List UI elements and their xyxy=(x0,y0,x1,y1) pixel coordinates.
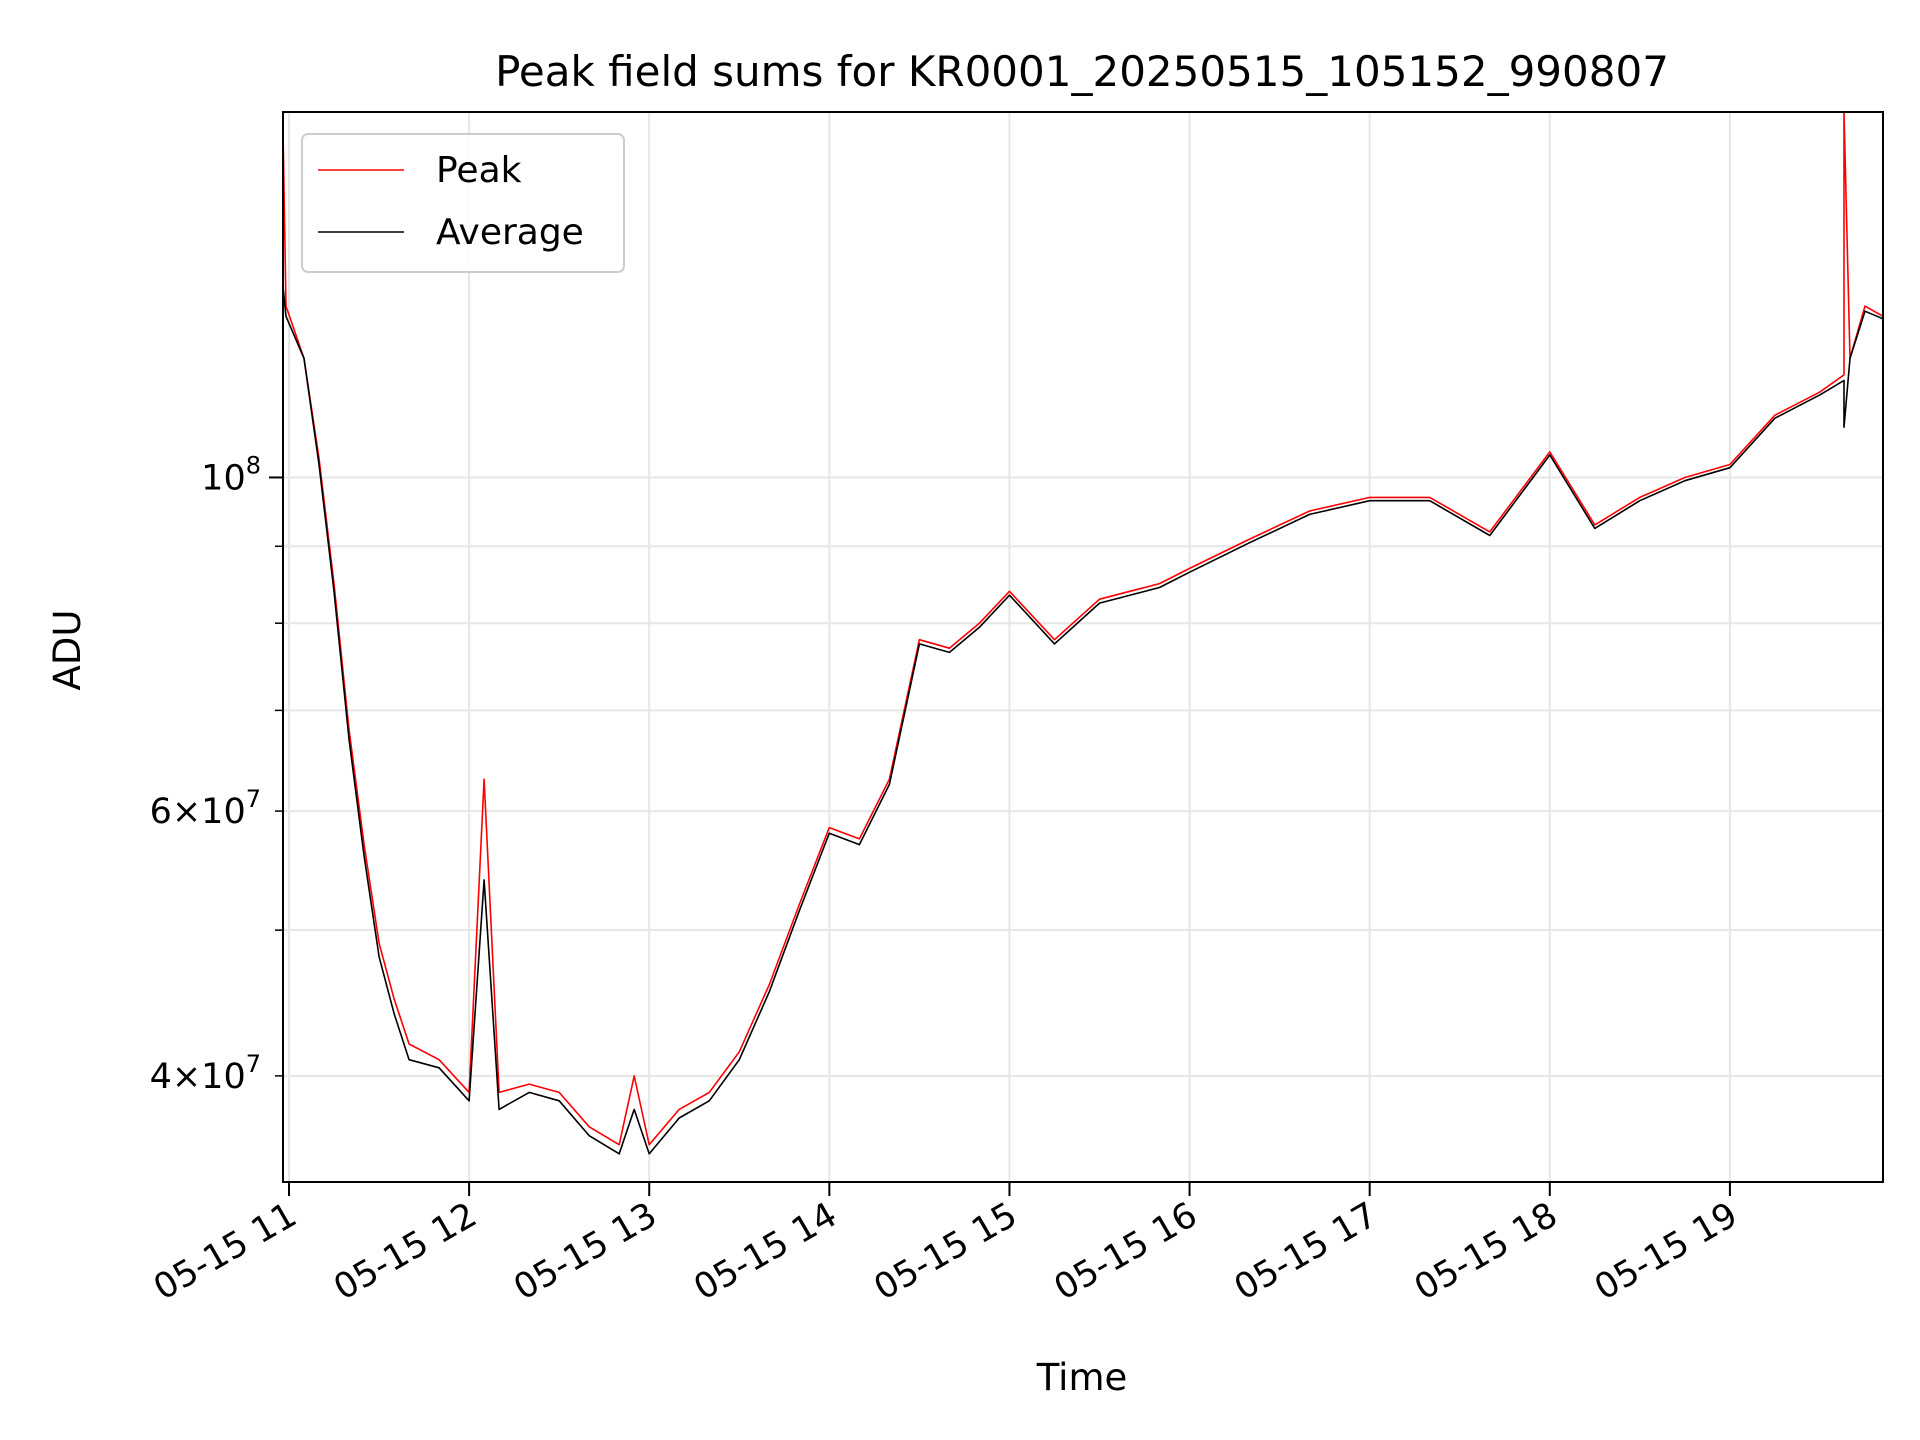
y-tick-label: 4×107 xyxy=(150,1050,261,1097)
y-axis-ticks: 108 4×107 6×107 xyxy=(150,451,283,1097)
legend: Peak Average xyxy=(301,133,625,273)
plot-frame xyxy=(282,111,1884,1183)
chart-title: Peak field sums for KR0001_20250515_1051… xyxy=(495,47,1669,96)
series-line-average xyxy=(282,285,1884,1155)
series-layer xyxy=(282,111,1884,1155)
legend-label-average: Average xyxy=(436,212,584,253)
x-axis-label: Time xyxy=(1036,1356,1128,1399)
y-tick-label-major: 108 xyxy=(201,451,261,498)
series-line-peak xyxy=(282,111,1884,1146)
y-tick-label: 6×107 xyxy=(150,785,261,832)
legend-box xyxy=(301,133,625,273)
y-axis-label: ADU xyxy=(46,610,89,691)
legend-label-peak: Peak xyxy=(436,150,522,191)
grid xyxy=(283,112,1883,1182)
